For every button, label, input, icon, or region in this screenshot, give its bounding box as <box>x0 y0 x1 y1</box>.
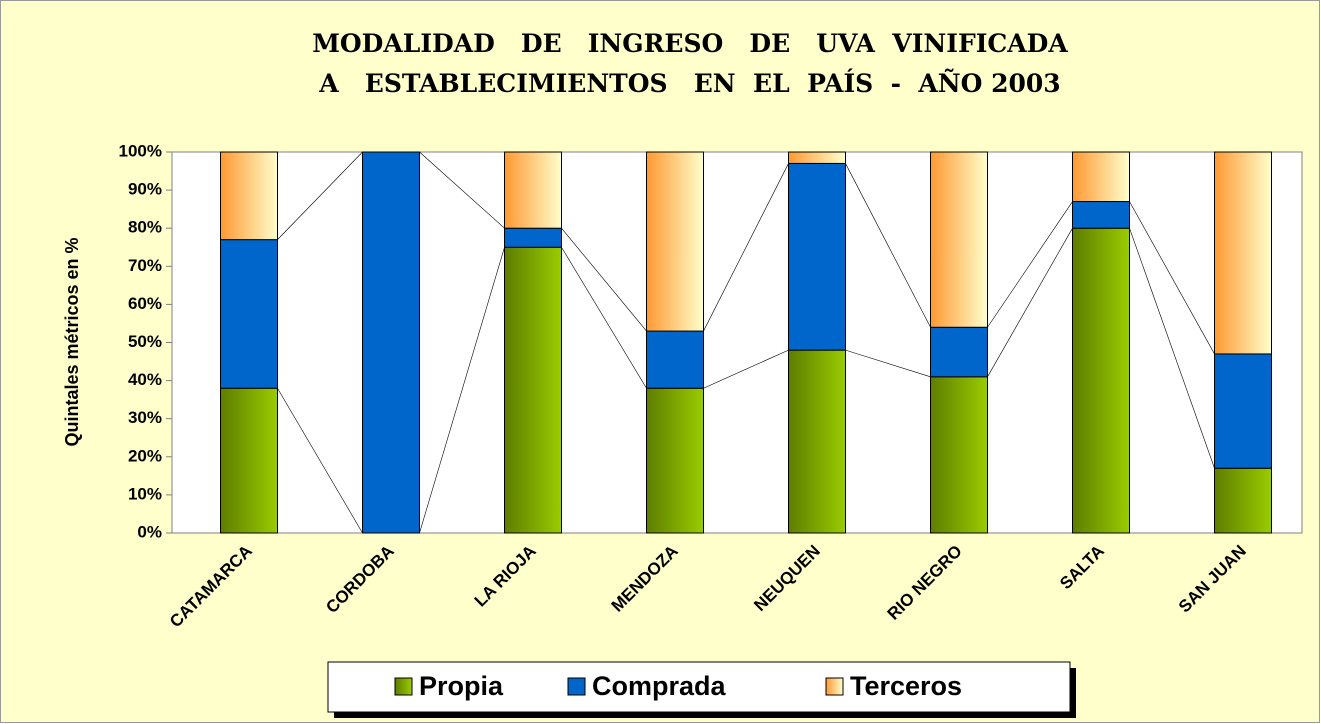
bar <box>646 151 704 332</box>
bar <box>788 162 846 351</box>
bar <box>646 387 704 534</box>
y-tick-label: 60% <box>128 294 162 313</box>
chart-title: MODALIDAD DE INGRESO DE UVA VINIFICADA <box>312 29 1068 58</box>
series-line <box>277 151 363 240</box>
bar <box>1214 151 1272 355</box>
series-line <box>845 163 931 328</box>
plot-area <box>171 151 1303 534</box>
y-tick-label: 80% <box>128 218 162 237</box>
bar <box>220 387 278 534</box>
bar <box>930 151 988 328</box>
y-tick-label: 10% <box>128 484 162 503</box>
bar <box>1072 227 1130 534</box>
legend-swatch <box>394 677 413 696</box>
series-line <box>419 247 505 534</box>
bar <box>504 246 562 534</box>
legend-label: Comprada <box>592 671 727 701</box>
bar <box>1072 151 1130 203</box>
bar <box>930 326 988 378</box>
series-line <box>703 349 789 389</box>
bar <box>646 330 704 389</box>
bar <box>220 151 278 241</box>
y-tick-label: 0% <box>137 522 162 541</box>
y-tick-label: 100% <box>119 141 162 160</box>
series-line <box>987 201 1073 328</box>
y-axis-label: Quintales métricos en % <box>62 237 82 446</box>
series-line <box>1129 201 1215 355</box>
series-line <box>845 349 931 378</box>
series-line <box>419 151 505 229</box>
y-tick-label: 90% <box>128 180 162 199</box>
chart-title: A ESTABLECIMIENTOS EN EL PAÍS - AÑO 2003 <box>318 69 1060 98</box>
legend-label: Propia <box>419 671 504 701</box>
legend-swatch <box>825 677 844 696</box>
series-line <box>561 247 647 389</box>
series-line <box>277 388 363 534</box>
legend <box>327 661 1071 713</box>
series-line <box>703 163 789 332</box>
y-tick-label: 40% <box>128 370 162 389</box>
legend-label: Terceros <box>850 671 962 701</box>
bar <box>930 376 988 534</box>
bar <box>1072 201 1130 229</box>
bar <box>362 151 420 534</box>
bar <box>1214 353 1272 469</box>
legend-swatch <box>567 677 586 696</box>
bar <box>788 349 846 534</box>
y-tick-label: 30% <box>128 408 162 427</box>
series-line <box>1129 228 1215 469</box>
series-line <box>987 228 1073 377</box>
bar <box>504 227 562 248</box>
y-tick-label: 20% <box>128 446 162 465</box>
y-tick-label: 70% <box>128 256 162 275</box>
bar <box>220 239 278 389</box>
y-tick-label: 50% <box>128 332 162 351</box>
bar <box>1214 467 1272 534</box>
bar <box>504 151 562 229</box>
series-line <box>561 228 647 332</box>
bar <box>788 151 846 164</box>
